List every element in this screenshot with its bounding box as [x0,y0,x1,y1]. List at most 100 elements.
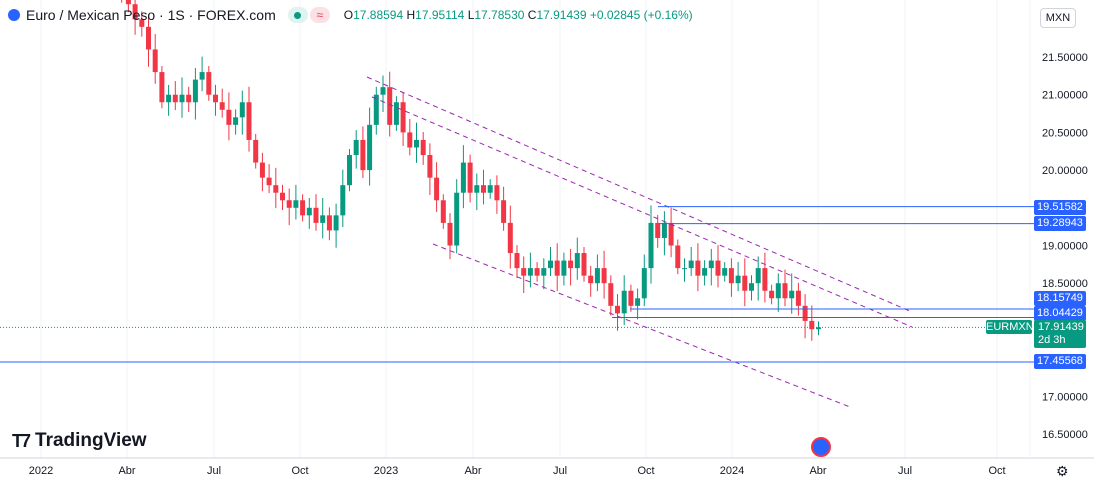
delayed-data-icon[interactable]: ≈ [309,7,330,23]
candle-body [387,87,393,125]
candle-body [253,139,259,163]
candle-body [460,162,466,193]
candle-body [427,155,433,178]
price-tick-label: 21.00000 [1042,90,1088,102]
currency-button[interactable]: MXN [1040,8,1076,28]
candle-body [541,268,547,276]
candle-body [675,245,681,269]
candle-body [360,139,366,171]
price-tick-label: 17.00000 [1042,391,1088,403]
candle-body [809,320,815,330]
candle-body [554,260,560,276]
candle-body [789,290,795,299]
symbol-label: EURMXN [986,320,1034,334]
time-tick-label: 2024 [720,465,744,477]
candle-body [414,139,419,148]
time-tick-label: Oct [291,465,308,477]
candle-body [146,26,151,50]
symbol-flag-icon [8,9,20,21]
candle-body [280,192,285,201]
candle-body [233,117,239,125]
candle-body [521,268,527,276]
time-tick-label: 2022 [29,465,53,477]
candle-body [641,268,647,299]
candle-body [782,283,788,299]
candle-body [568,260,574,269]
candle-body [219,102,225,110]
candle-body [548,260,553,269]
candle-body [755,268,761,284]
candle-body [668,222,674,246]
time-tick-label: Oct [637,465,654,477]
candle-body [213,94,218,103]
price-tick-label: 18.50000 [1042,278,1088,290]
time-tick-label: Jul [898,465,912,477]
market-open-icon [287,7,308,23]
candle-body [735,275,741,284]
candle-body [816,327,821,330]
candle-body [186,94,192,103]
level-label: 19.28943 [1034,216,1086,231]
candle-body [467,162,473,193]
candle-body [239,102,245,118]
candle-body [715,260,721,276]
level-label: 18.04429 [1034,306,1086,321]
candle-body [621,290,627,314]
channel-trendline [371,96,913,328]
candle-body [420,139,426,156]
time-tick-label: 2023 [374,465,398,477]
candle-body [601,268,607,284]
candle-body [628,290,634,306]
candle-body [481,185,486,193]
time-tick-label: Abr [809,465,826,477]
candle-body [367,124,373,171]
candle-body [326,215,332,231]
candle-body [320,215,326,223]
candle-body [454,192,460,246]
candle-body [139,19,145,27]
events-icon[interactable] [811,437,831,457]
candle-body [527,268,533,276]
candle-body [775,283,781,299]
candle-body [246,102,252,140]
candle-body [353,139,359,156]
candle-body [259,162,265,178]
candle-body [708,260,714,269]
candle-body [380,87,386,95]
candle-body [561,260,567,276]
candle-body [132,4,138,20]
candle-body [166,94,172,103]
candle-body [293,200,299,208]
candle-body [769,290,775,299]
candle-body [440,200,446,223]
price-tick-label: 16.50000 [1042,429,1088,441]
candle-body [347,155,352,186]
level-label: 18.15749 [1034,291,1086,306]
candle-body [655,222,661,238]
candle-body [333,215,339,231]
candle-body [608,283,614,306]
last-price-label: 17.91439 2d 3h [1034,320,1086,348]
channel-trendline [432,243,851,408]
settings-gear-icon[interactable]: ⚙ [1056,463,1069,479]
candle-body [199,72,205,80]
symbol-title[interactable]: Euro / Mexican Peso · 1S · FOREX.com [26,7,276,23]
candle-body [507,222,513,254]
candle-body [661,222,667,238]
candle-body [588,275,594,284]
price-tick-label: 20.00000 [1042,165,1088,177]
candle-body [682,268,687,270]
candle-body [574,253,580,269]
ohlc-values: O17.88594 H17.95114 L17.78530 C17.91439 … [343,8,693,22]
candle-body [125,0,131,5]
legend-header: Euro / Mexican Peso · 1S · FOREX.com ≈ O… [8,7,693,23]
candle-body [635,298,641,306]
candle-body [742,275,748,291]
candle-body [534,268,540,276]
tradingview-logo[interactable]: T7 TradingView [12,430,147,451]
candle-body [313,207,319,223]
candle-body [152,49,158,73]
time-tick-label: Abr [464,465,481,477]
